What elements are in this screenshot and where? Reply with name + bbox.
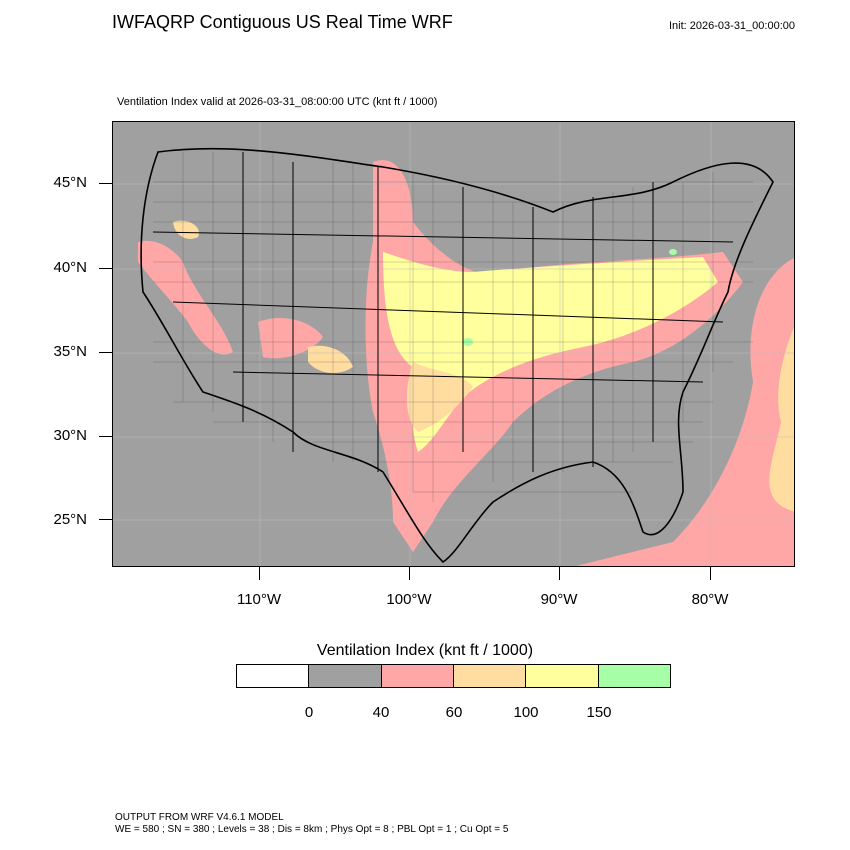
lat-label-30n: 30°N <box>53 427 87 444</box>
main-title: IWFAQRP Contiguous US Real Time WRF <box>112 12 453 32</box>
lon-label-90w: 90°W <box>540 591 578 608</box>
legend-title: Ventilation Index (knt ft / 1000) <box>316 642 534 659</box>
central-yellow-ventilation-area <box>383 252 718 452</box>
lat-tick <box>99 436 112 437</box>
lon-tick <box>710 567 711 580</box>
lon-label-110w: 110°W <box>236 591 282 608</box>
legend-tick-label: 60 <box>445 704 463 721</box>
central-high-ventilation-area <box>365 160 743 552</box>
lat-tick <box>99 268 112 269</box>
legend-swatch <box>381 665 454 687</box>
ocean-high-ventilation-area <box>576 258 794 566</box>
legend-tick-label: 0 <box>304 704 314 721</box>
lon-label-80w: 80°W <box>691 591 729 608</box>
lon-tick <box>559 567 560 580</box>
legend-swatch <box>453 665 527 687</box>
lat-tick <box>99 352 112 353</box>
footer-line-2: WE = 580 ; SN = 380 ; Levels = 38 ; Dis … <box>115 824 509 835</box>
lat-tick <box>99 519 112 520</box>
legend-tick-label: 40 <box>372 704 390 721</box>
legend-swatch <box>526 665 599 687</box>
graticule <box>113 122 794 566</box>
lon-label-100w: 100°W <box>386 591 432 608</box>
plot-subtitle: Ventilation Index valid at 2026-03-31_08… <box>117 96 438 108</box>
map-panel <box>112 121 795 567</box>
us-outline <box>140 147 774 564</box>
legend-swatch <box>309 665 382 687</box>
model-info-footer: OUTPUT FROM WRF V4.6.1 MODEL WE = 580 ; … <box>115 812 508 836</box>
green-patch <box>669 249 677 255</box>
lon-tick <box>259 567 260 580</box>
legend-tick-label: 100 <box>513 704 539 721</box>
legend-swatch <box>237 665 310 687</box>
legend-tick-label: 150 <box>586 704 612 721</box>
ventilation-index-map <box>113 122 794 566</box>
lat-label-40n: 40°N <box>53 259 87 276</box>
lat-label-25n: 25°N <box>53 511 87 528</box>
lon-tick <box>409 567 410 580</box>
county-borders <box>153 152 753 502</box>
legend-colorbar <box>236 664 671 688</box>
state-borders <box>152 152 734 472</box>
lat-label-35n: 35°N <box>53 343 87 360</box>
ocean-moderate-ventilation-area <box>769 326 794 512</box>
western-high-ventilation-area <box>258 317 323 359</box>
lat-tick <box>99 183 112 184</box>
western-moderate-area <box>173 220 199 239</box>
init-time-label: Init: 2026-03-31_00:00:00 <box>669 20 795 32</box>
lat-label-45n: 45°N <box>53 174 87 191</box>
footer-line-1: OUTPUT FROM WRF V4.6.1 MODEL <box>115 812 284 823</box>
western-moderate-area <box>308 345 353 374</box>
legend-swatch <box>598 665 670 687</box>
plains-moderate-area <box>406 362 473 432</box>
